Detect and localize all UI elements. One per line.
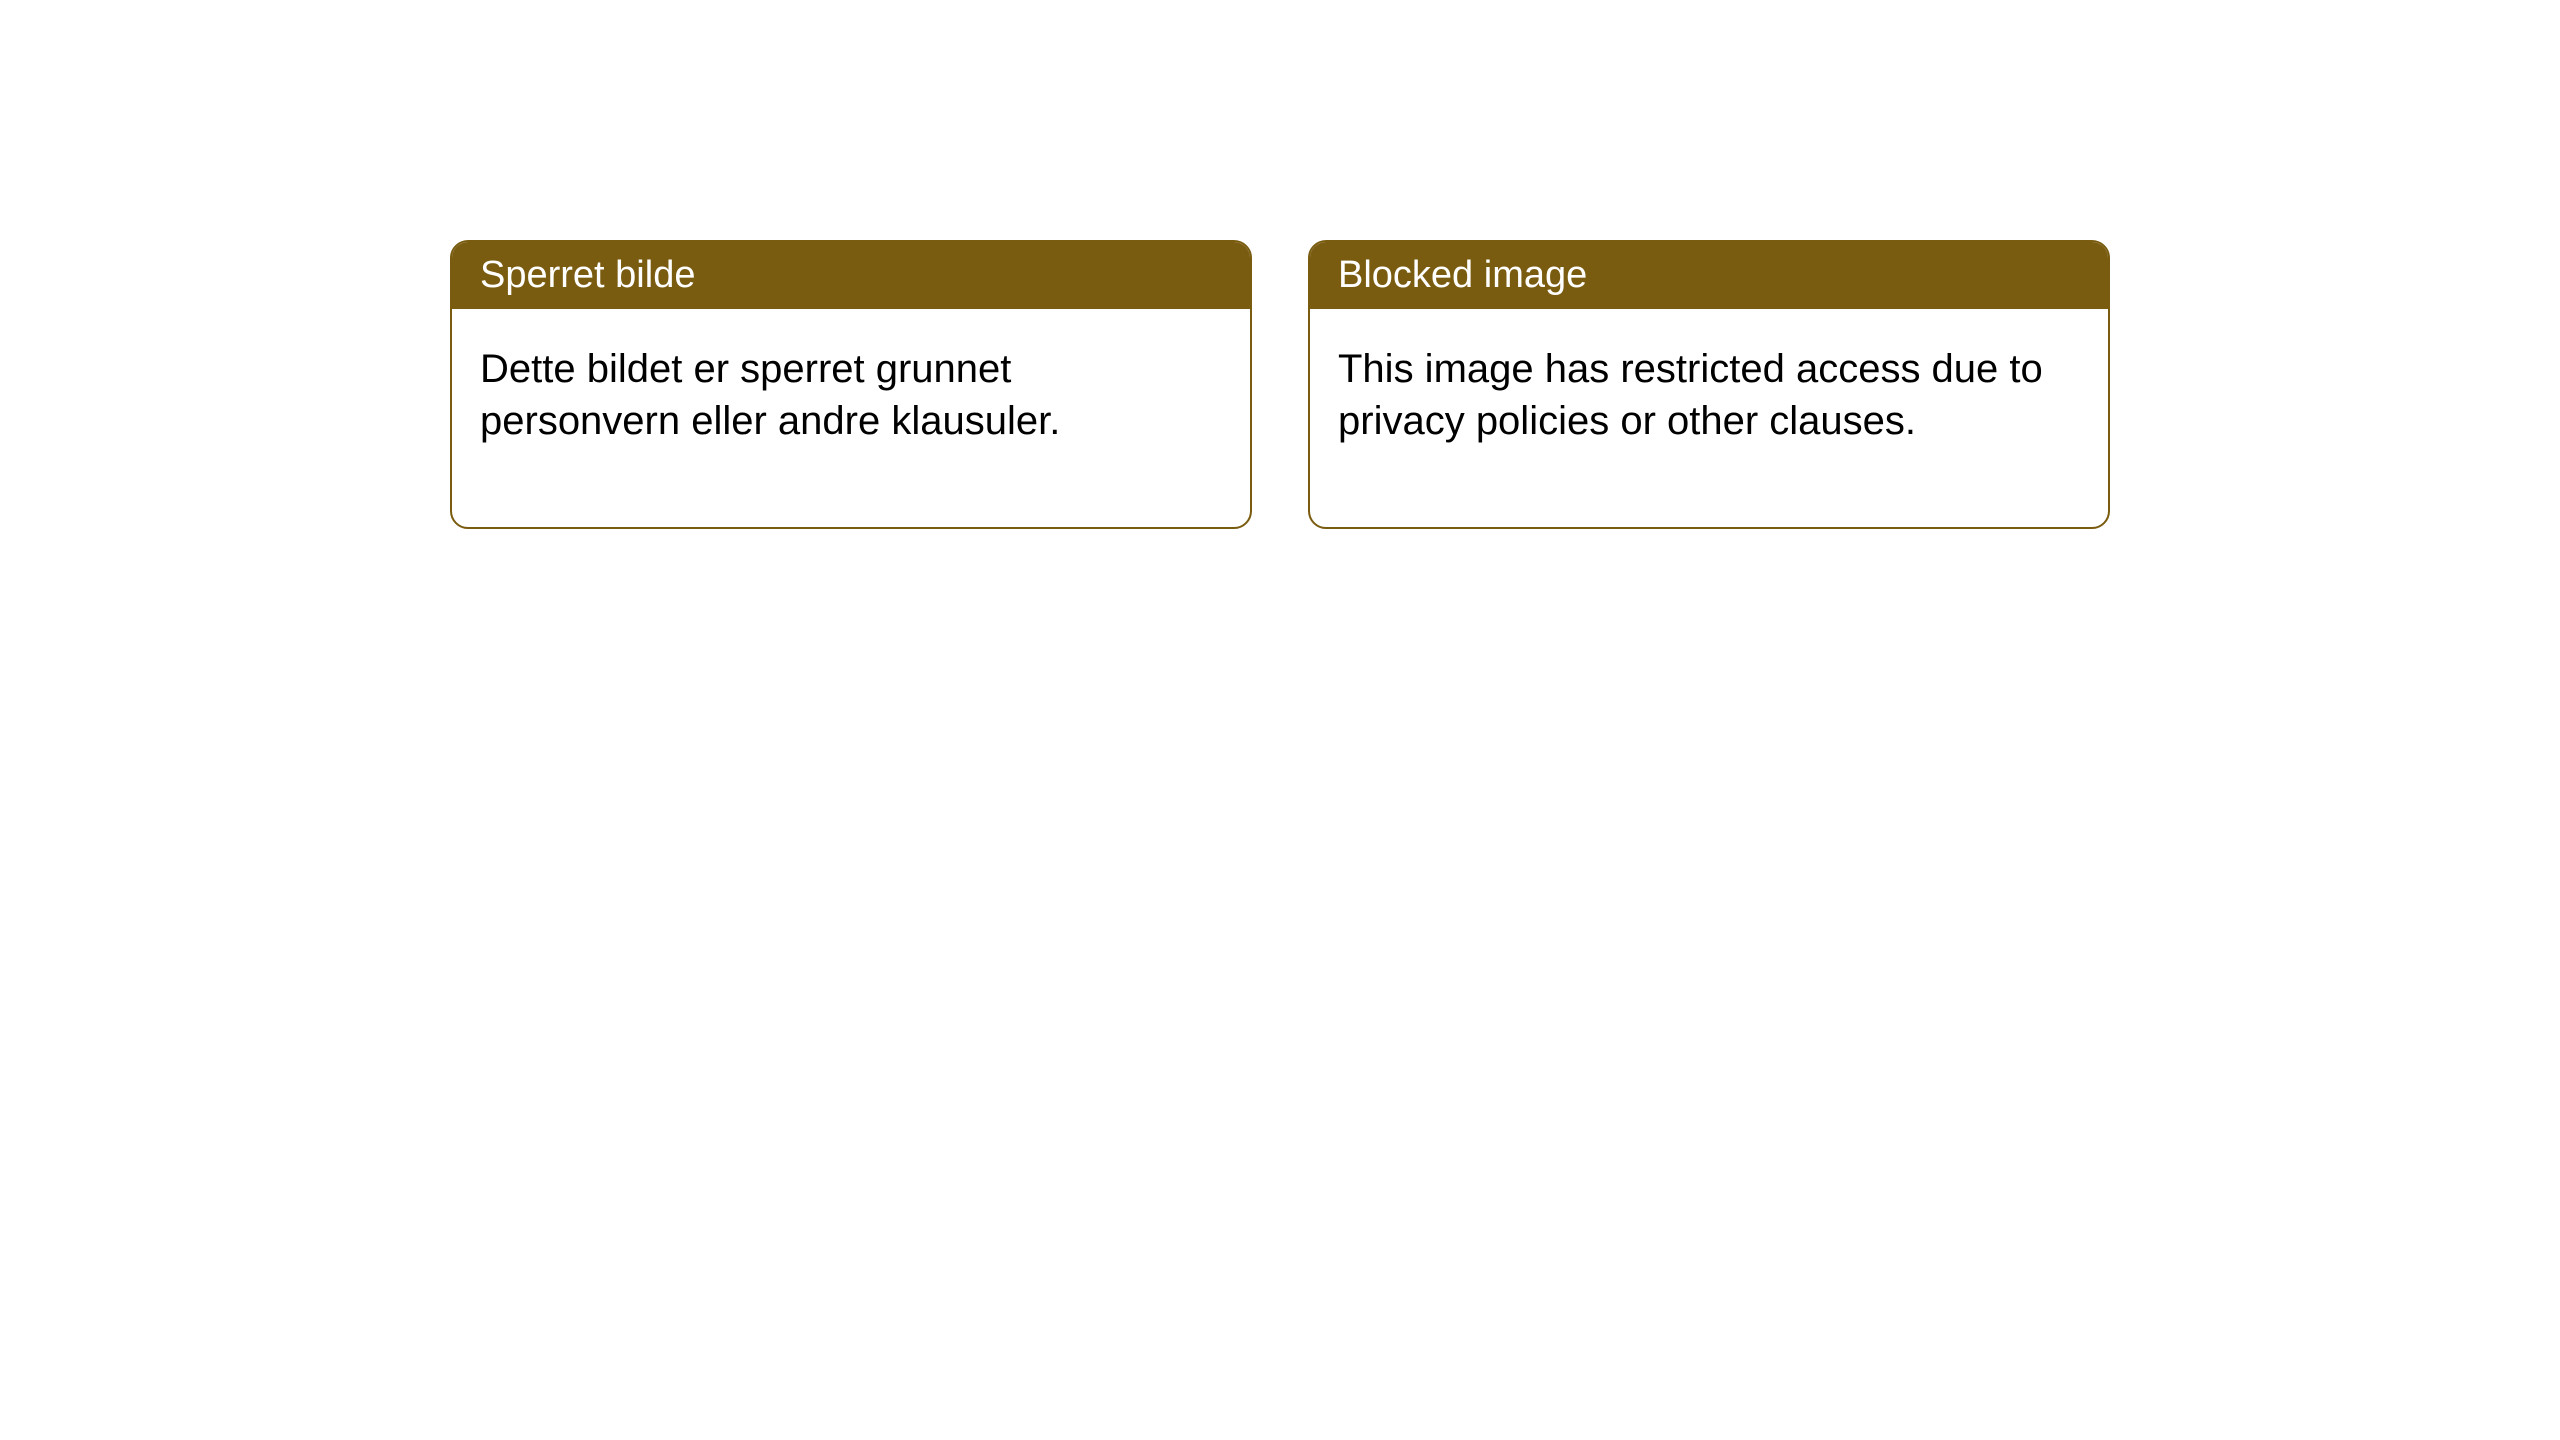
card-header-en: Blocked image bbox=[1310, 242, 2108, 309]
card-body-en: This image has restricted access due to … bbox=[1310, 309, 2108, 527]
blocked-image-card-no: Sperret bilde Dette bildet er sperret gr… bbox=[450, 240, 1252, 529]
blocked-image-card-en: Blocked image This image has restricted … bbox=[1308, 240, 2110, 529]
card-title-no: Sperret bilde bbox=[480, 254, 695, 296]
cards-container: Sperret bilde Dette bildet er sperret gr… bbox=[450, 240, 2110, 529]
card-title-en: Blocked image bbox=[1338, 254, 1587, 296]
card-header-no: Sperret bilde bbox=[452, 242, 1250, 309]
card-body-no: Dette bildet er sperret grunnet personve… bbox=[452, 309, 1250, 527]
card-body-text-en: This image has restricted access due to … bbox=[1338, 347, 2043, 443]
card-body-text-no: Dette bildet er sperret grunnet personve… bbox=[480, 347, 1060, 443]
